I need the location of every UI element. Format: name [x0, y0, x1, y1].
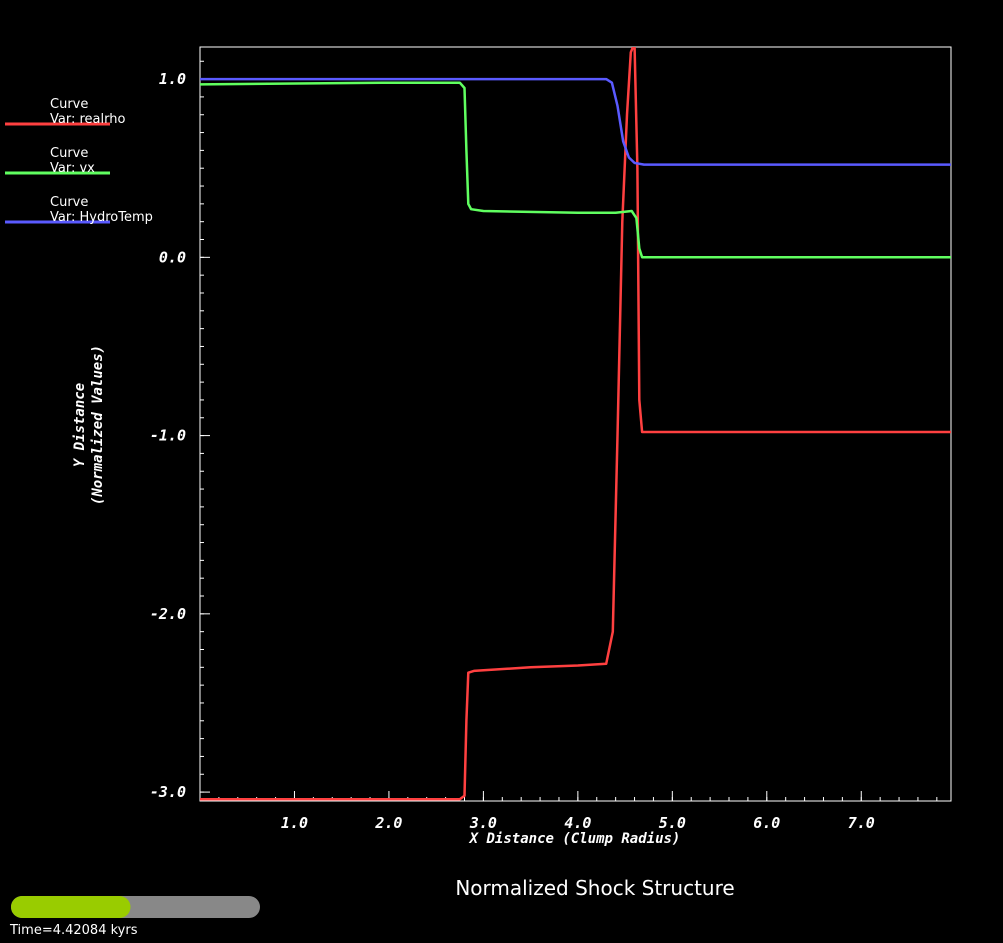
x-axis-title: X Distance (Clump Radius) [469, 831, 681, 847]
plot-frame [199, 46, 952, 802]
x-tick-label: 1.0 [281, 814, 308, 832]
time-slider-fill [11, 896, 131, 918]
series-line-vx [200, 81, 951, 259]
x-tick-label: 5.0 [659, 814, 686, 832]
y-axis-title: Y Distance (Normalized Values) [72, 345, 106, 505]
y-tick-label: -1.0 [150, 427, 186, 445]
legend-entry-var: Var: realrho [50, 112, 125, 127]
series-line-hydrotemp [200, 77, 951, 166]
legend-entry-title: Curve [50, 97, 88, 112]
x-tick-label: 4.0 [564, 814, 591, 832]
y-tick-label: -2.0 [150, 605, 186, 623]
chart-caption: Normalized Shock Structure [455, 876, 734, 900]
x-tick-label: 7.0 [848, 814, 875, 832]
x-tick-label: 6.0 [753, 814, 780, 832]
y-tick-label: -3.0 [150, 783, 186, 801]
y-axis-title-line-1: Y Distance [72, 383, 88, 467]
series-lines [200, 47, 951, 801]
legend-entry-title: Curve [50, 146, 88, 161]
legend-entry-var: Var: vx [50, 161, 95, 176]
x-tick-label: 2.0 [374, 814, 402, 832]
y-tick-label: 0.0 [159, 248, 186, 266]
y-tick-label: 1.0 [159, 70, 186, 88]
y-axis-title-line-2: (Normalized Values) [90, 345, 106, 505]
series-line-realrho [200, 47, 951, 801]
time-slider[interactable] [11, 896, 260, 918]
x-tick-label: 3.0 [469, 814, 497, 832]
legend-entry-var: Var: HydroTemp [50, 210, 153, 225]
axis-tick-labels: 1.0 2.0 3.0 4.0 5.0 6.0 7.0 -3.0 -2.0 -1.0 0.0 1.0 [150, 70, 875, 832]
legend-entry-title: Curve [50, 195, 88, 210]
time-label: Time=4.42084 kyrs [9, 923, 138, 938]
